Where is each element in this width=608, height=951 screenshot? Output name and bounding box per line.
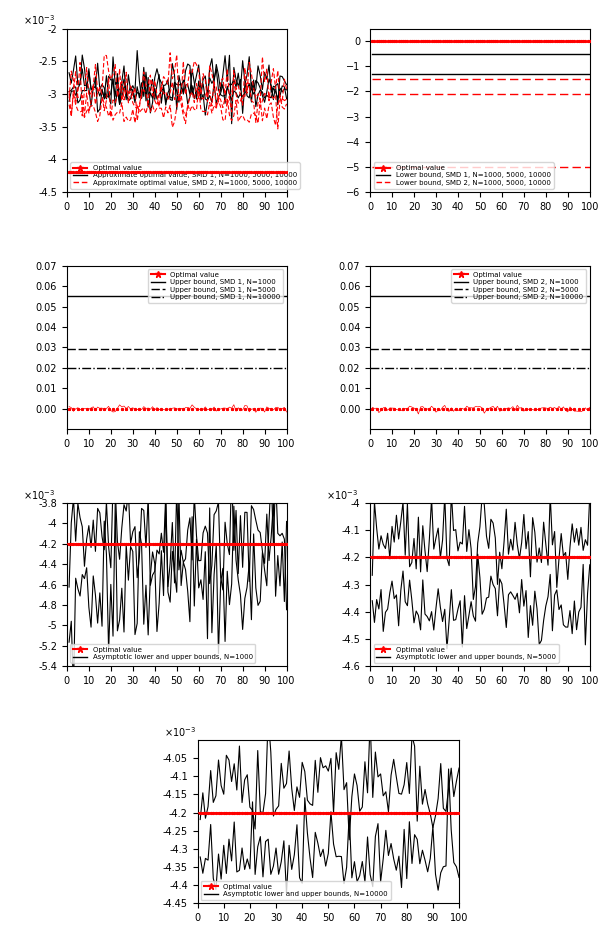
Text: $\times 10^{-3}$: $\times 10^{-3}$ — [23, 488, 55, 501]
Legend: Optimal value, Lower bound, SMD 1, N=1000, 5000, 10000, Lower bound, SMD 2, N=10: Optimal value, Lower bound, SMD 1, N=100… — [373, 163, 553, 188]
Text: $\times 10^{-3}$: $\times 10^{-3}$ — [164, 725, 196, 739]
Legend: Optimal value, Asymptotic lower and upper bounds, N=1000: Optimal value, Asymptotic lower and uppe… — [71, 644, 255, 663]
Legend: Optimal value, Asymptotic lower and upper bounds, N=5000: Optimal value, Asymptotic lower and uppe… — [373, 644, 559, 663]
Text: $\times 10^{-3}$: $\times 10^{-3}$ — [326, 488, 358, 501]
Legend: Optimal value, Asymptotic lower and upper bounds, N=10000: Optimal value, Asymptotic lower and uppe… — [201, 881, 391, 900]
Legend: Optimal value, Upper bound, SMD 1, N=1000, Upper bound, SMD 1, N=5000, Upper bou: Optimal value, Upper bound, SMD 1, N=100… — [148, 269, 283, 302]
Legend: Optimal value, Approximate optimal value, SMD 1, N=1000, 5000, 10000, Approximat: Optimal value, Approximate optimal value… — [71, 163, 300, 188]
Text: $\times 10^{-3}$: $\times 10^{-3}$ — [23, 13, 55, 28]
Legend: Optimal value, Upper bound, SMD 2, N=1000, Upper bound, SMD 2, N=5000, Upper bou: Optimal value, Upper bound, SMD 2, N=100… — [451, 269, 586, 302]
